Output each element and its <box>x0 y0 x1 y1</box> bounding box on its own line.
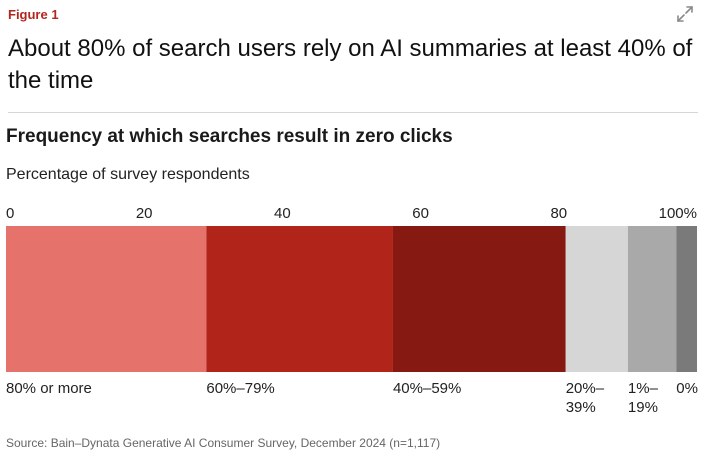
x-tick-label: 80 <box>550 205 567 222</box>
headline: About 80% of search users rely on AI sum… <box>8 35 693 94</box>
source-note: Source: Bain–Dynata Generative AI Consum… <box>6 436 441 450</box>
x-tick-label: 60 <box>412 205 429 222</box>
chart-subtitle: Percentage of survey respondents <box>6 166 250 183</box>
expand-icon[interactable] <box>675 4 695 24</box>
segment-label: 0% <box>676 380 698 397</box>
chart-title: Frequency at which searches result in ze… <box>6 126 453 147</box>
figure-label: Figure 1 <box>8 7 59 22</box>
segment-label: 40%–59% <box>393 380 461 397</box>
bar-segment <box>627 226 677 372</box>
bar-segment <box>565 226 628 372</box>
bar-segment <box>6 226 207 372</box>
bar-segment <box>206 226 393 372</box>
segment-label: 60%–79% <box>206 380 274 397</box>
chart-canvas: 0 20 40 60 80 100% 80% or more 60%–79% 40%–59% 20… <box>6 205 698 416</box>
segment-label: 20%– 39% <box>566 380 605 416</box>
x-tick-label: 0 <box>6 205 14 222</box>
segment-label: 1%– 19% <box>628 380 659 416</box>
segment-label: 80% or more <box>6 380 92 397</box>
bar-segment <box>676 226 697 372</box>
divider <box>8 112 698 113</box>
x-tick-label: 20 <box>136 205 153 222</box>
x-tick-label: 40 <box>274 205 291 222</box>
bar-segment <box>392 226 566 372</box>
x-tick-label: 100% <box>659 205 697 222</box>
stacked-bar-chart: 0 20 40 60 80 100% 80% or more 60%–79% 40%–59% 20… <box>0 196 709 426</box>
